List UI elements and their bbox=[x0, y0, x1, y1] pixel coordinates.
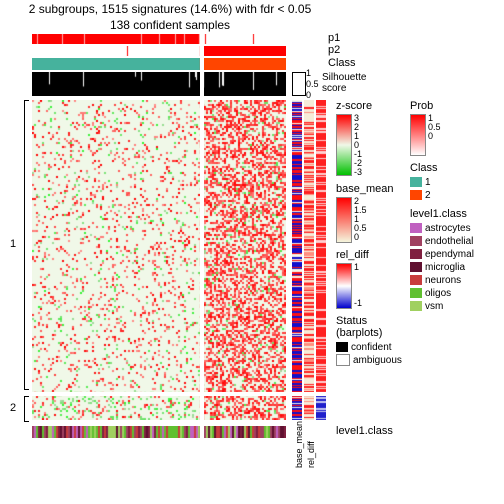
label-p2: p2 bbox=[328, 44, 340, 56]
title-line-1: 2 subgroups, 1515 signatures (14.6%) wit… bbox=[20, 2, 320, 16]
p1-annotation bbox=[32, 34, 286, 44]
col-gap bbox=[200, 34, 204, 438]
row-ann-zscore bbox=[292, 100, 302, 420]
row-gap bbox=[32, 392, 326, 396]
class-annotation bbox=[32, 58, 286, 70]
label-class: Class bbox=[328, 57, 356, 69]
row-ann-reldiff bbox=[316, 100, 326, 420]
label-silh: Silhouettescore bbox=[322, 72, 366, 94]
silhouette-annotation bbox=[32, 72, 286, 96]
row-ann-basemean bbox=[304, 100, 314, 420]
label-p1: p1 bbox=[328, 32, 340, 44]
col-ann-level1 bbox=[32, 426, 286, 438]
silhouette-scale: 1 0.5 0 bbox=[292, 72, 318, 96]
row-dendro-labels: 12 bbox=[10, 100, 28, 420]
title-line-2: 138 confident samples bbox=[60, 18, 280, 32]
heatmap-main bbox=[32, 100, 286, 420]
label-level1: level1.class bbox=[336, 425, 393, 437]
p2-annotation bbox=[32, 46, 286, 56]
legends: z-score3210-1-2-3base_mean21.510.50rel_d… bbox=[336, 100, 496, 373]
